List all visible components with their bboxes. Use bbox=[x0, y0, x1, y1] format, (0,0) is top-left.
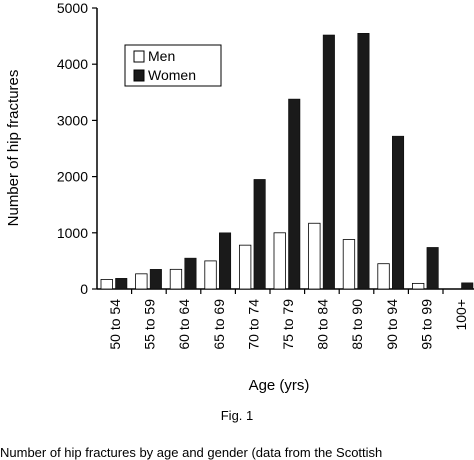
y-tick-label: 5000 bbox=[57, 0, 88, 16]
bar-men bbox=[169, 268, 183, 290]
y-tick-label: 3000 bbox=[57, 112, 88, 128]
bar-women bbox=[115, 278, 128, 290]
bar-women bbox=[184, 257, 197, 290]
x-tick-label: 85 to 90 bbox=[349, 299, 365, 350]
bar-men bbox=[273, 232, 286, 290]
x-tick-label: 100+ bbox=[453, 299, 469, 331]
legend-label-women: Women bbox=[148, 67, 196, 83]
x-tick-label: 70 to 74 bbox=[245, 299, 261, 350]
x-tick-label: 60 to 64 bbox=[176, 299, 192, 350]
figure-label: Fig. 1 bbox=[220, 408, 254, 423]
bar-men bbox=[135, 273, 148, 290]
x-tick-label: 75 to 79 bbox=[280, 299, 296, 350]
bar-women bbox=[149, 269, 162, 290]
x-tick-label: 90 to 94 bbox=[384, 299, 400, 350]
y-axis-title: Number of hip fractures bbox=[5, 70, 22, 227]
x-tick-label: 55 to 59 bbox=[142, 299, 158, 350]
legend-swatch-men bbox=[133, 50, 145, 63]
bar-women bbox=[357, 33, 370, 290]
legend: Men Women bbox=[124, 44, 222, 87]
x-tick-label: 95 to 99 bbox=[418, 299, 434, 350]
x-tick-label: 80 to 84 bbox=[315, 299, 331, 350]
bar-women bbox=[426, 247, 439, 290]
legend-label-men: Men bbox=[148, 48, 175, 64]
y-tick-label: 0 bbox=[80, 281, 88, 297]
y-ticks: 0 1000 2000 3000 4000 5000 bbox=[57, 0, 97, 297]
y-tick-label: 2000 bbox=[57, 169, 88, 185]
x-tick-label: 50 to 54 bbox=[107, 299, 123, 350]
bars bbox=[100, 33, 474, 290]
bar-women bbox=[461, 282, 474, 290]
bar-men bbox=[100, 279, 113, 290]
bar-men bbox=[377, 263, 390, 290]
x-axis-title: Age (yrs) bbox=[249, 377, 310, 394]
figure-caption: Number of hip fractures by age and gende… bbox=[0, 445, 383, 460]
legend-swatch-women bbox=[133, 69, 145, 82]
bar-men bbox=[238, 244, 252, 290]
bar-women bbox=[288, 98, 301, 290]
bar-men bbox=[411, 282, 425, 290]
x-ticks: 50 to 54 55 to 59 60 to 64 65 to 69 70 to 74… bbox=[107, 289, 469, 350]
bar-women bbox=[219, 232, 232, 290]
x-tick-label: 65 to 69 bbox=[211, 299, 227, 350]
bar-men bbox=[204, 260, 217, 290]
bar-men bbox=[308, 222, 321, 290]
bar-women bbox=[322, 34, 335, 290]
bar-women bbox=[253, 179, 266, 290]
y-tick-label: 1000 bbox=[57, 225, 88, 241]
bar-women bbox=[392, 135, 405, 290]
bar-men bbox=[342, 239, 356, 290]
y-tick-label: 4000 bbox=[57, 56, 88, 72]
